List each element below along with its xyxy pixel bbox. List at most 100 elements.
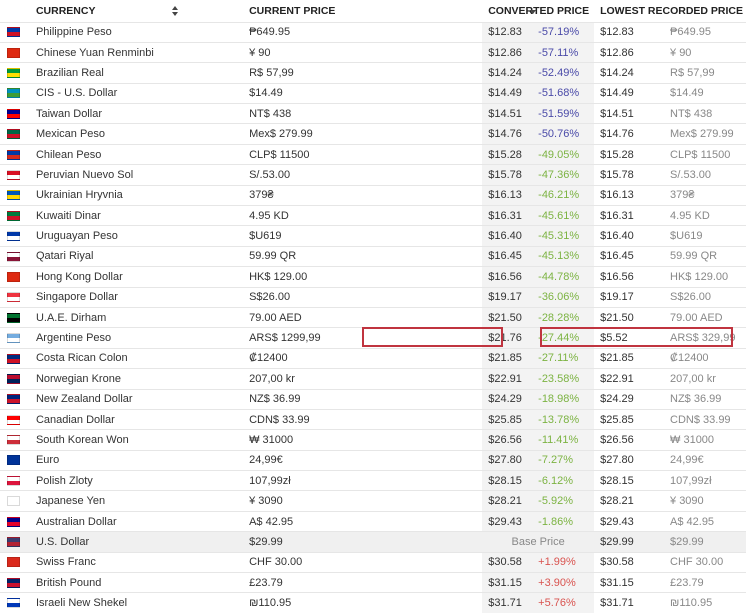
currency-name: Chilean Peso <box>35 143 250 165</box>
lowest-price-usd: $16.56 <box>594 266 671 288</box>
flag-icon <box>7 598 20 609</box>
converted-price: $31.71 <box>482 592 539 614</box>
lowest-price-usd: $14.51 <box>594 103 671 124</box>
currency-name: Singapore Dollar <box>35 286 250 308</box>
flag-cell <box>0 449 36 471</box>
converted-price: $14.76 <box>482 123 539 145</box>
sort-desc-icon[interactable] <box>530 10 536 14</box>
flag-cell <box>0 327 36 349</box>
current-price: S/.53.00 <box>249 164 483 186</box>
sort-asc-icon[interactable] <box>172 6 178 10</box>
converted-price: $21.76 <box>482 327 539 349</box>
flag-cell <box>0 62 36 84</box>
converted-price: $21.85 <box>482 347 539 369</box>
price-difference: -57.19% <box>538 21 595 43</box>
flag-icon <box>7 129 20 140</box>
lowest-price-local: ₱649.95 <box>670 21 746 43</box>
current-price: CHF 30.00 <box>249 551 483 573</box>
currency-name: Euro <box>35 449 250 471</box>
price-difference: -51.59% <box>538 103 595 124</box>
header-spacer <box>0 0 36 22</box>
currency-name: Costa Rican Colon <box>35 347 250 369</box>
flag-cell <box>0 368 36 390</box>
lowest-price-local: 24,99€ <box>670 449 746 471</box>
current-price: NZ$ 36.99 <box>249 388 483 410</box>
currency-name: Norwegian Krone <box>35 368 250 390</box>
table-row: Singapore Dollar S$26.00 $19.17 -36.06% $… <box>0 286 746 308</box>
converted-price: $31.15 <box>482 572 539 593</box>
flag-icon <box>7 292 20 303</box>
currency-name: New Zealand Dollar <box>35 388 250 410</box>
lowest-price-usd: $16.45 <box>594 245 671 267</box>
current-price: ¥ 90 <box>249 41 483 63</box>
flag-cell <box>0 82 36 104</box>
lowest-price-usd: $31.71 <box>594 592 671 614</box>
currency-name: Canadian Dollar <box>35 408 250 430</box>
lowest-price-local: ₡12400 <box>670 347 746 369</box>
sort-desc-icon-currency[interactable] <box>172 12 178 16</box>
lowest-price-local: £23.79 <box>670 572 746 593</box>
table-row: Argentine Peso ARS$ 1299,99 $21.76 -27.44… <box>0 327 746 349</box>
currency-name: Mexican Peso <box>35 123 250 145</box>
converted-price: $16.56 <box>482 266 539 288</box>
current-price: ₱649.95 <box>249 21 483 43</box>
flag-icon <box>7 496 20 507</box>
converted-price: $14.51 <box>482 103 539 124</box>
table-row: Qatari Riyal 59.99 QR $16.45 -45.13% $16.… <box>0 245 746 267</box>
currency-name: Chinese Yuan Renminbi <box>35 41 250 63</box>
flag-cell <box>0 531 36 553</box>
table-row: Japanese Yen ¥ 3090 $28.21 -5.92% $28.21 … <box>0 490 746 512</box>
current-price: 4.95 KD <box>249 205 483 226</box>
current-price: R$ 57,99 <box>249 62 483 84</box>
current-price: 107,99zł <box>249 470 483 491</box>
converted-price: $25.85 <box>482 408 539 430</box>
price-difference: -6.12% <box>538 470 595 491</box>
currency-name: Qatari Riyal <box>35 245 250 267</box>
lowest-price-local: CHF 30.00 <box>670 551 746 573</box>
flag-cell <box>0 266 36 288</box>
current-price: ARS$ 1299,99 <box>249 327 483 349</box>
flag-icon <box>7 435 20 446</box>
price-difference: -28.28% <box>538 306 595 328</box>
flag-icon <box>7 27 20 38</box>
flag-cell <box>0 306 36 328</box>
current-price: £23.79 <box>249 572 483 593</box>
table-row: Taiwan Dollar NT$ 438 $14.51 -51.59% $14.… <box>0 103 746 124</box>
price-difference: -44.78% <box>538 266 595 288</box>
table-row: Chilean Peso CLP$ 11500 $15.28 -49.05% $1… <box>0 143 746 165</box>
flag-cell <box>0 490 36 512</box>
header-currency[interactable]: CURRENCY <box>36 0 249 22</box>
price-difference: +5.76% <box>538 592 595 614</box>
header-lowest-price[interactable]: LOWEST RECORDED PRICE <box>600 4 744 17</box>
currency-name: Brazilian Real <box>35 62 250 84</box>
table-row: Euro 24,99€ $27.80 -7.27% $27.80 24,99€ <box>0 449 746 471</box>
lowest-price-usd: $21.85 <box>594 347 671 369</box>
flag-cell <box>0 205 36 226</box>
currency-name: South Korean Won <box>35 429 250 451</box>
price-difference: -57.11% <box>538 41 595 63</box>
lowest-price-usd: $14.76 <box>594 123 671 145</box>
lowest-price-local: Mex$ 279.99 <box>670 123 746 145</box>
lowest-price-local: $29.99 <box>670 531 746 553</box>
lowest-price-usd: $15.28 <box>594 143 671 165</box>
table-row: Polish Zloty 107,99zł $28.15 -6.12% $28.1… <box>0 470 746 491</box>
header-current-price[interactable]: CURRENT PRICE <box>249 4 336 17</box>
converted-price: $12.86 <box>482 41 539 63</box>
price-difference: +3.90% <box>538 572 595 593</box>
header-converted-label: CONVERTED PRICE <box>488 4 590 17</box>
lowest-price-local: 379₴ <box>670 184 746 206</box>
table-row: Peruvian Nuevo Sol S/.53.00 $15.78 -47.36… <box>0 164 746 186</box>
table-row: Canadian Dollar CDN$ 33.99 $25.85 -13.78%… <box>0 408 746 430</box>
currency-name: Ukrainian Hryvnia <box>35 184 250 206</box>
converted-price: $22.91 <box>482 368 539 390</box>
header-converted-price[interactable]: CONVERTED PRICE <box>482 0 595 22</box>
lowest-price-local: 79.00 AED <box>670 306 746 328</box>
flag-icon <box>7 557 20 568</box>
converted-price: $26.56 <box>482 429 539 451</box>
lowest-price-local: 207,00 kr <box>670 368 746 390</box>
table-row: U.A.E. Dirham 79.00 AED $21.50 -28.28% $2… <box>0 306 746 328</box>
currency-name: Argentine Peso <box>35 327 250 349</box>
lowest-price-local: $U619 <box>670 225 746 247</box>
table-row: Australian Dollar A$ 42.95 $29.43 -1.86% … <box>0 510 746 532</box>
flag-cell <box>0 245 36 267</box>
